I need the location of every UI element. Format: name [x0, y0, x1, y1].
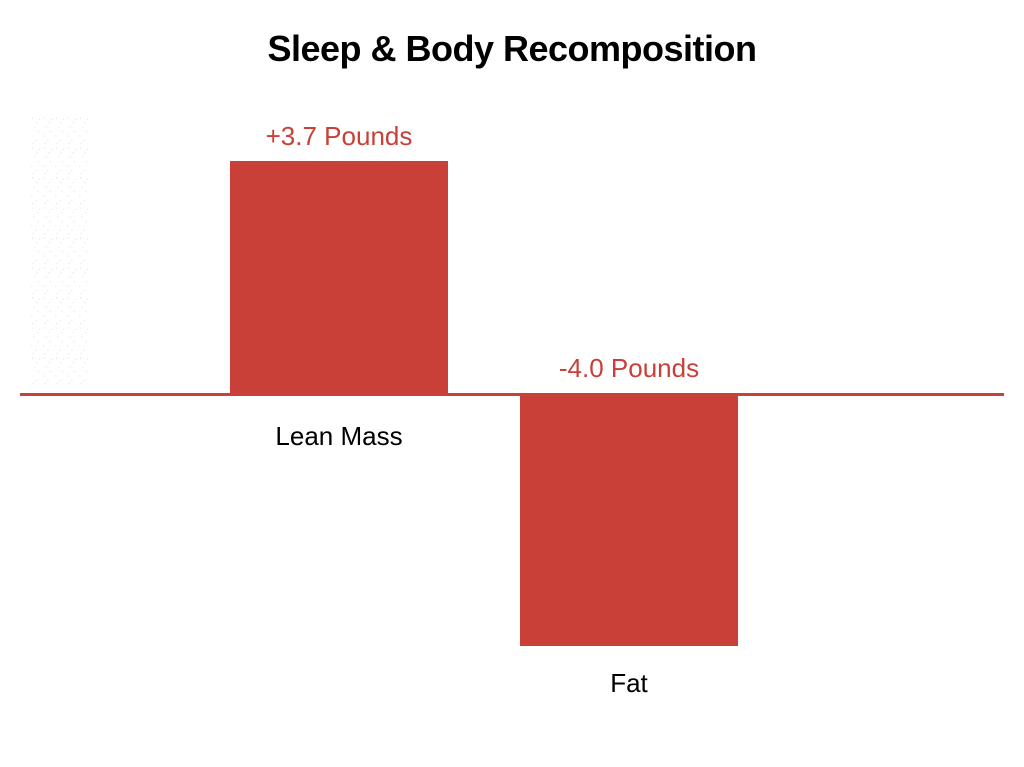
category-label-fat: Fat — [520, 668, 738, 699]
chart-container: Sleep & Body Recomposition +3.7 Pounds L… — [0, 0, 1024, 767]
bar-value-label-lean-mass: +3.7 Pounds — [230, 121, 448, 152]
bar-lean-mass — [230, 161, 448, 393]
texture-decoration — [30, 115, 90, 385]
category-label-lean-mass: Lean Mass — [230, 421, 448, 452]
bar-value-label-fat: -4.0 Pounds — [520, 353, 738, 384]
chart-title: Sleep & Body Recomposition — [0, 28, 1024, 70]
bar-fat — [520, 396, 738, 646]
axis-baseline — [20, 393, 1004, 396]
